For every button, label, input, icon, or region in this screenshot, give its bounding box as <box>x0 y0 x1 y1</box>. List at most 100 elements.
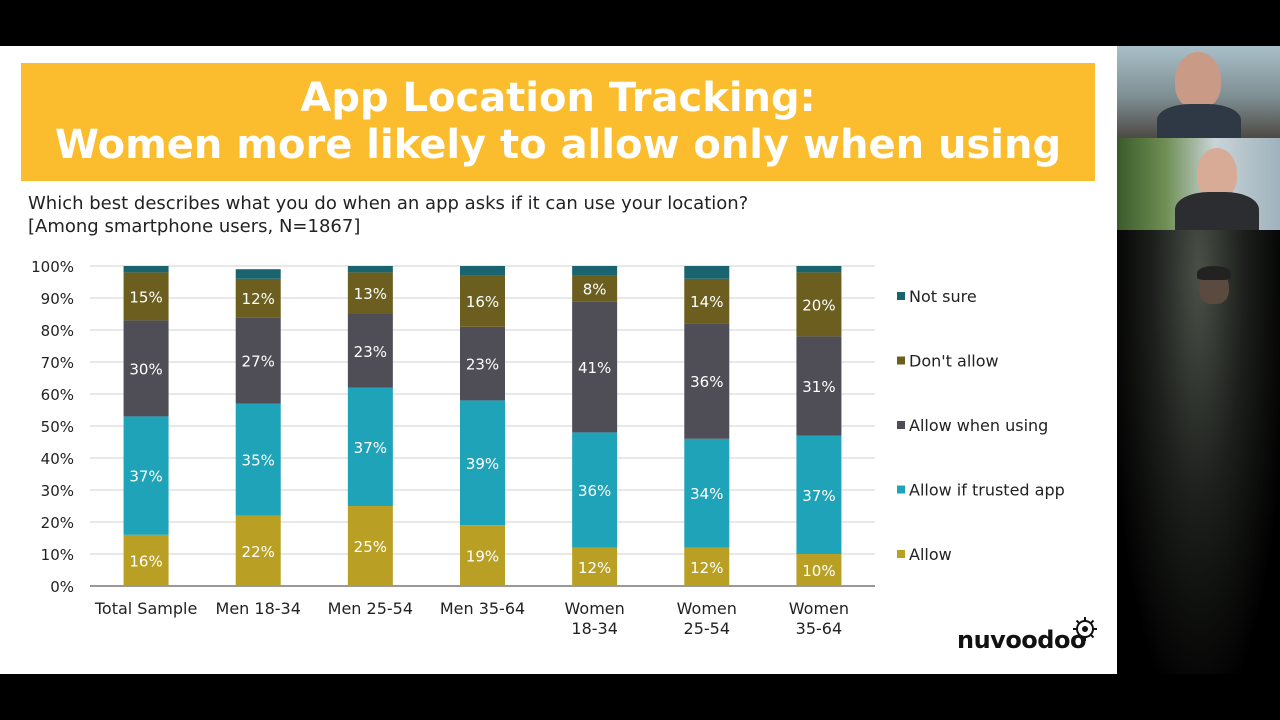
bar-segment <box>460 400 505 526</box>
y-tick-label: 0% <box>50 578 74 596</box>
data-label: 41% <box>578 359 611 377</box>
bar-segment <box>347 314 393 388</box>
data-label: 37% <box>802 487 835 505</box>
bar-segment <box>796 266 842 273</box>
bar-segment <box>235 278 281 318</box>
data-label: 36% <box>690 373 723 391</box>
bar-segment <box>347 387 393 506</box>
legend-swatch <box>897 485 905 494</box>
x-tick-label: Men 18-34 <box>216 599 301 618</box>
bar-segment <box>684 323 730 439</box>
data-label: 14% <box>690 293 723 311</box>
bar-segment <box>572 275 618 302</box>
bar-segment <box>347 506 393 586</box>
bar-segment <box>460 275 505 327</box>
data-label: 16% <box>129 552 162 570</box>
bar-segment <box>123 534 169 586</box>
bar-segment <box>572 432 618 548</box>
data-label: 12% <box>242 290 275 308</box>
legend-swatch <box>897 550 905 558</box>
x-tick-label: Women <box>789 599 849 618</box>
data-label: 34% <box>690 485 723 503</box>
data-label: 39% <box>466 455 499 473</box>
participant-video-1[interactable] <box>1117 46 1280 138</box>
x-tick-label: Men 35-64 <box>440 599 525 618</box>
bar-segment <box>123 266 169 273</box>
bar-segment <box>123 272 169 321</box>
bar-segment <box>235 515 281 586</box>
participant-video-2[interactable] <box>1117 138 1280 230</box>
slide-title-line-2: Women more likely to allow only when usi… <box>54 122 1062 168</box>
bar-segment <box>796 435 842 554</box>
legend-label: Allow when using <box>909 416 1048 435</box>
bar-segment <box>684 278 730 324</box>
logo-gear-icon <box>1073 617 1097 641</box>
data-label: 30% <box>129 360 162 378</box>
y-tick-label: 30% <box>41 482 74 500</box>
bar-segment <box>460 326 505 401</box>
legend-label: Not sure <box>909 287 977 306</box>
y-tick-label: 90% <box>41 290 74 308</box>
bar-segment <box>235 403 281 516</box>
data-label: 12% <box>578 559 611 577</box>
data-label: 37% <box>129 468 162 486</box>
x-tick-label: Women <box>677 599 737 618</box>
bar-segment <box>347 272 393 314</box>
data-label: 20% <box>802 296 835 314</box>
data-label: 19% <box>466 548 499 566</box>
bar-segment <box>684 266 730 279</box>
legend-swatch <box>897 292 905 300</box>
x-tick-label: 35-64 <box>796 619 843 638</box>
data-label: 16% <box>466 293 499 311</box>
bar-segment <box>460 266 505 276</box>
y-tick-label: 50% <box>41 418 74 436</box>
bar-segment <box>460 525 505 586</box>
data-label: 15% <box>129 288 162 306</box>
data-label: 37% <box>354 439 387 457</box>
data-label: 12% <box>690 559 723 577</box>
y-tick-label: 70% <box>41 354 74 372</box>
legend-swatch <box>897 356 905 365</box>
x-tick-label: 25-54 <box>684 619 731 638</box>
bar-segment <box>123 320 169 417</box>
y-tick-label: 20% <box>41 514 74 532</box>
participant-video-3[interactable] <box>1117 230 1280 674</box>
slide-title-line-1: App Location Tracking: <box>300 75 816 121</box>
legend-label: Allow <box>909 545 952 564</box>
bar-segment <box>796 336 842 436</box>
data-label: 36% <box>578 482 611 500</box>
bar-segment <box>123 416 169 535</box>
data-label: 23% <box>466 356 499 374</box>
legend-swatch <box>897 421 905 429</box>
x-tick-label: Total Sample <box>94 599 197 618</box>
x-tick-label: Women <box>565 599 625 618</box>
y-tick-label: 100% <box>31 258 74 276</box>
sample-note: [Among smartphone users, N=1867] <box>28 216 361 237</box>
bar-segment <box>684 547 730 586</box>
bar-segment <box>235 269 281 279</box>
bar-segment <box>235 317 281 404</box>
stacked-bar-chart: 0% 10% 20% 30% 40% 50% 60% 70% 80% 90% 100% 16% 37% 3… <box>31 258 1065 638</box>
y-tick-label: 60% <box>41 386 74 404</box>
legend-label: Allow if trusted app <box>909 481 1065 500</box>
y-tick-label: 80% <box>41 322 74 340</box>
data-label: 27% <box>242 352 275 370</box>
presentation-slide: App Location Tracking: Women more likely… <box>0 46 1117 674</box>
bar-segment <box>796 272 842 337</box>
data-label: 22% <box>242 543 275 561</box>
y-tick-label: 40% <box>41 450 74 468</box>
bar-segment <box>572 547 618 586</box>
survey-question: Which best describes what you do when an… <box>28 192 748 238</box>
bar-segment <box>347 266 393 273</box>
x-tick-label: Men 25-54 <box>328 599 413 618</box>
nuvoodoo-logo: nuvoodoo <box>957 626 1086 654</box>
bar-segment <box>572 266 618 276</box>
title-banner: App Location Tracking: Women more likely… <box>21 63 1095 181</box>
question-text: Which best describes what you do when an… <box>28 193 749 214</box>
data-label: 10% <box>802 562 835 580</box>
y-tick-label: 10% <box>41 546 74 564</box>
bar-segment <box>684 438 730 548</box>
data-label: 25% <box>354 538 387 556</box>
x-tick-label: 18-34 <box>571 619 618 638</box>
data-label: 8% <box>583 280 607 298</box>
